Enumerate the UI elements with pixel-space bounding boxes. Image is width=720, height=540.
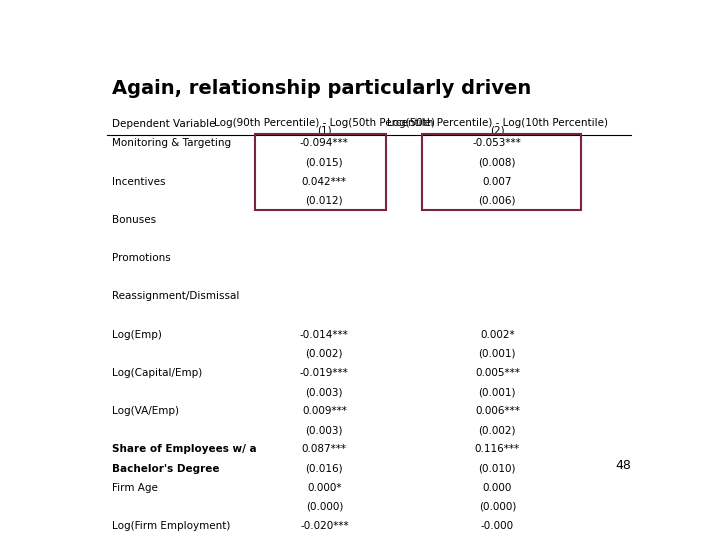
Text: -0.019***: -0.019***: [300, 368, 348, 378]
Text: 0.042***: 0.042***: [302, 177, 347, 187]
Text: Monitoring & Targeting: Monitoring & Targeting: [112, 138, 231, 149]
Text: Log(Firm Employment): Log(Firm Employment): [112, 521, 230, 531]
Text: (0.008): (0.008): [479, 158, 516, 167]
Text: 0.087***: 0.087***: [302, 444, 347, 455]
Text: (0.010): (0.010): [479, 463, 516, 474]
Text: 48: 48: [616, 460, 631, 472]
Text: Bonuses: Bonuses: [112, 215, 156, 225]
Text: (0.001): (0.001): [479, 349, 516, 359]
Text: 0.005***: 0.005***: [475, 368, 520, 378]
Text: -0.094***: -0.094***: [300, 138, 348, 149]
Text: 0.007: 0.007: [482, 177, 512, 187]
Text: 0.000*: 0.000*: [307, 483, 341, 492]
Text: 0.002*: 0.002*: [480, 329, 515, 340]
Text: (0.000): (0.000): [479, 502, 516, 512]
Text: Firm Age: Firm Age: [112, 483, 158, 492]
Text: Log(Capital/Emp): Log(Capital/Emp): [112, 368, 202, 378]
Text: (0.015): (0.015): [305, 158, 343, 167]
Text: Log(50th Percentile) - Log(10th Percentile): Log(50th Percentile) - Log(10th Percenti…: [387, 118, 608, 127]
Text: Incentives: Incentives: [112, 177, 166, 187]
Text: (0.001): (0.001): [479, 387, 516, 397]
Text: Log(Emp): Log(Emp): [112, 329, 162, 340]
Text: Log(VA/Emp): Log(VA/Emp): [112, 406, 179, 416]
Text: -0.014***: -0.014***: [300, 329, 348, 340]
Text: (0.003): (0.003): [305, 387, 343, 397]
Text: (0.002): (0.002): [479, 426, 516, 435]
Text: Bachelor's Degree: Bachelor's Degree: [112, 463, 220, 474]
Text: 0.006***: 0.006***: [475, 406, 520, 416]
Text: -0.020***: -0.020***: [300, 521, 348, 531]
Text: (0.002): (0.002): [305, 349, 343, 359]
Text: Again, relationship particularly driven: Again, relationship particularly driven: [112, 79, 531, 98]
Text: Dependent Variable: Dependent Variable: [112, 119, 216, 129]
Text: (1): (1): [317, 125, 332, 136]
Text: -0.000: -0.000: [481, 521, 514, 531]
Text: (0.006): (0.006): [479, 196, 516, 206]
Text: Promotions: Promotions: [112, 253, 171, 263]
Text: -0.053***: -0.053***: [473, 138, 522, 149]
Text: (0.012): (0.012): [305, 196, 343, 206]
Text: Share of Employees w/ a: Share of Employees w/ a: [112, 444, 257, 455]
Text: Reassignment/Dismissal: Reassignment/Dismissal: [112, 292, 240, 301]
Text: (0.016): (0.016): [305, 463, 343, 474]
Text: (2): (2): [490, 125, 505, 136]
Text: Log(90th Percentile) - Log(50th Percentile): Log(90th Percentile) - Log(50th Percenti…: [214, 118, 435, 127]
Text: (0.003): (0.003): [305, 426, 343, 435]
Text: 0.116***: 0.116***: [474, 444, 520, 455]
Text: (0.000): (0.000): [306, 502, 343, 512]
Text: 0.000: 0.000: [482, 483, 512, 492]
Text: 0.009***: 0.009***: [302, 406, 347, 416]
